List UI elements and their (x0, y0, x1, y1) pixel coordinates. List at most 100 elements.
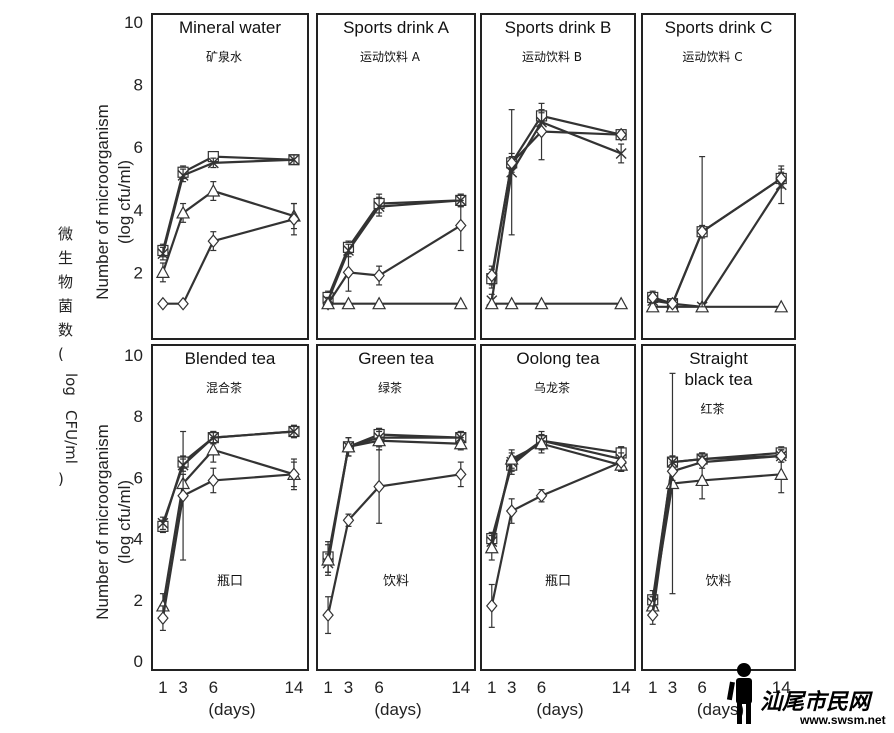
series-line (327, 199, 461, 301)
marker-triangle (453, 436, 468, 450)
y-tick-label: 10 (124, 13, 143, 32)
marker-triangle (453, 296, 468, 310)
series-line (651, 454, 782, 604)
marker-diamond (666, 464, 679, 479)
y-axis-title-bottom-line1: Number of microorganism (93, 424, 112, 620)
marker-diamond (454, 218, 467, 233)
watermark: 汕尾市民网 www.swsm.net (726, 663, 886, 727)
side-label-char: CFU/ml (62, 410, 80, 464)
marker-diamond (505, 504, 518, 518)
side-label-char: 生 (58, 249, 73, 267)
panel-title: Sports drink C (665, 18, 773, 37)
marker-triangle (774, 467, 789, 480)
marker-triangle (695, 473, 710, 487)
panel-subtitle: 红茶 (700, 401, 724, 416)
series-line (326, 439, 461, 561)
marker-triangle (645, 299, 660, 313)
marker-diamond (157, 296, 169, 311)
panel-frame (641, 13, 796, 340)
marker-triangle (372, 433, 387, 447)
y-tick-label: 8 (134, 407, 143, 426)
x-tick-label: 6 (697, 678, 706, 697)
y-axis-title-top-line2: (log cfu/ml) (115, 160, 134, 244)
series-line (652, 184, 783, 308)
x-tick-label: 1 (158, 678, 167, 697)
marker-x (615, 147, 627, 159)
marker-triangle (206, 183, 221, 197)
y-tick-label: 2 (134, 591, 143, 610)
x-axis-title: (days) (697, 700, 744, 719)
series-line (161, 430, 295, 524)
y-axis-title-top-line1: Number of microorganism (93, 104, 112, 300)
marker-x (373, 201, 385, 213)
side-label-char: log (62, 373, 80, 396)
series-line (652, 177, 782, 306)
marker-triangle (484, 296, 499, 310)
panel-title: Green tea (358, 349, 434, 368)
panel-title: Sports drink A (343, 18, 449, 37)
y-axis-title-bottom-line2: (log cfu/ml) (115, 480, 134, 564)
marker-x (342, 244, 354, 256)
y-axis-title-top: Number of microorganism (log cfu/ml) (93, 104, 134, 300)
x-tick-label: 3 (178, 678, 187, 697)
series-line (490, 130, 622, 276)
marker-diamond (615, 127, 627, 142)
x-tick-label: 14 (772, 678, 791, 697)
x-tick-label: 1 (323, 678, 332, 697)
marker-triangle (504, 296, 519, 310)
y-tick-label: 6 (134, 468, 143, 487)
panel-title: Straight black tea (684, 349, 753, 389)
series-diamond (322, 199, 467, 311)
marker-diamond (485, 598, 498, 613)
y-tick-label: 6 (134, 138, 143, 157)
side-label-text: CFU/ml (62, 410, 80, 464)
series-diamond (485, 452, 627, 628)
x-tick-label: 3 (507, 678, 516, 697)
panel: Sports drink C 运动饮料 C (641, 13, 796, 340)
series-line (327, 224, 462, 305)
marker-triangle (372, 296, 387, 310)
marker-x (288, 426, 300, 437)
marker-diamond (775, 449, 788, 463)
marker-diamond (775, 171, 788, 186)
series-diamond (485, 102, 627, 286)
series-triangle (484, 296, 629, 310)
side-label-char: 数 (58, 321, 73, 339)
x-tick-label: 3 (344, 678, 353, 697)
panel: Mineral water 矿泉水 (151, 13, 309, 340)
x-axis-title: (days) (208, 700, 255, 719)
panel-frame (151, 344, 309, 671)
marker-triangle (614, 296, 629, 310)
watermark-text: 汕尾市民网 (760, 689, 873, 715)
panel-subtitle: 混合茶 (206, 380, 242, 395)
panel-note: 饮料 (705, 574, 731, 589)
panel-frame (316, 13, 476, 340)
series-line (161, 473, 295, 619)
marker-diamond (157, 611, 169, 626)
x-tick-labels: 1 3 6 14(days)1 3 6 14(days)1 3 6 14(days)1 3 6 14(d… (158, 678, 791, 719)
marker-triangle (321, 296, 336, 310)
marker-diamond (505, 155, 518, 170)
y-tick-label: 0 (134, 652, 143, 671)
x-tick-label: 6 (209, 678, 218, 697)
series-diamond (157, 430, 300, 632)
x-tick-label: 14 (451, 678, 470, 697)
y-tick-label: 4 (134, 201, 143, 220)
x-tick-label: 6 (374, 678, 383, 697)
side-label-char: 微 (58, 225, 73, 243)
marker-diamond (646, 290, 659, 305)
x-axis-title: (days) (374, 700, 421, 719)
marker-diamond (207, 234, 220, 249)
panel-subtitle: 矿泉水 (206, 50, 242, 64)
x-tick-label: 14 (612, 678, 631, 697)
marker-x (177, 169, 189, 181)
series-line (326, 473, 461, 616)
marker-diamond (373, 479, 385, 494)
panel-title: Mineral water (179, 18, 281, 37)
side-label-text: log (62, 373, 80, 396)
